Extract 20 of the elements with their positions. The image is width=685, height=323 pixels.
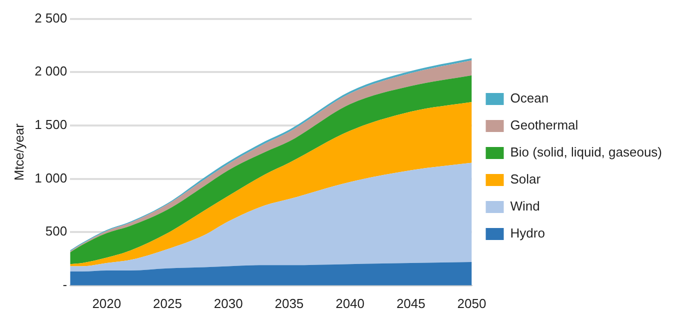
x-tick-label: 2030: [214, 296, 243, 311]
legend-label: Ocean: [510, 90, 549, 106]
y-tick-label: 2 000: [34, 64, 68, 79]
legend-label: Solar: [510, 172, 542, 187]
x-tick-label: 2050: [457, 296, 486, 311]
x-tick-label: 2040: [336, 296, 365, 311]
y-tick-label: 1 000: [34, 170, 68, 186]
y-tick-label: 2 500: [34, 10, 68, 26]
legend-label: Wind: [510, 198, 540, 214]
x-tick-label: 2035: [274, 296, 304, 311]
x-tick-label: 2045: [396, 296, 426, 311]
y-tick-label: 500: [45, 224, 68, 239]
y-axis-title: Mtce/year: [11, 122, 26, 181]
y-tick-label: -: [62, 276, 68, 292]
x-tick-label: 2025: [153, 296, 182, 311]
legend-label: Bio (solid, liquid, gaseous): [510, 144, 662, 160]
y-tick-label: 1 500: [34, 117, 68, 132]
legend-label: Hydro: [510, 226, 545, 241]
legend-label: Geothermal: [510, 118, 578, 133]
x-tick-label: 2020: [92, 296, 122, 311]
